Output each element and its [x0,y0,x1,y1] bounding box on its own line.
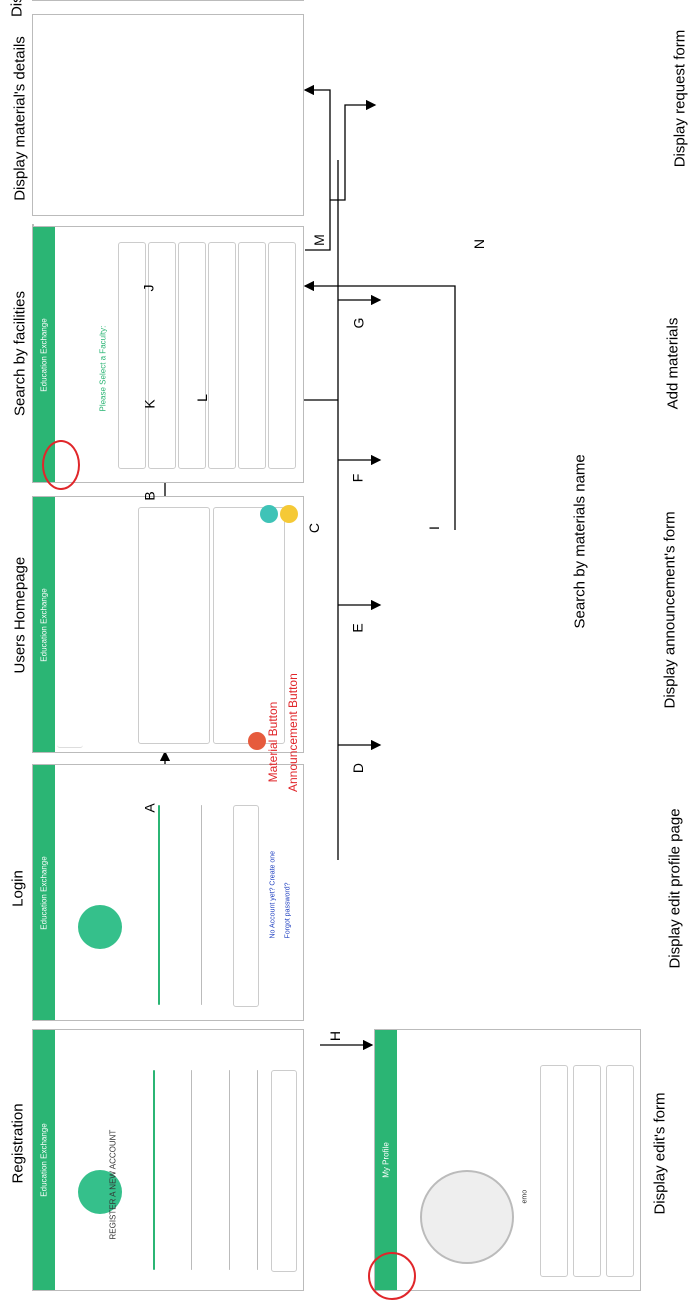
app-title: Education Exchange [39,1123,49,1197]
caption-facilities: Search by facilities [11,290,29,417]
letter-a: A [141,803,158,813]
announcement-card-1 [138,507,210,744]
my-announcement-button[interactable] [573,1065,601,1277]
arrow-n [330,99,377,201]
app-bar: My Profile [375,1030,397,1290]
letter-i: I [425,526,442,530]
login-link-forgot[interactable]: Forgot password? [284,882,292,939]
screen-login: Education Exchange No Account yet? Creat… [33,765,303,1020]
faculty-option-6[interactable] [268,242,296,469]
annotation-announcement-button: Announcement Button [286,673,300,792]
home-fab-teal[interactable] [260,505,278,523]
register-username[interactable] [191,1070,192,1270]
app-title: Education Exchange [39,855,49,930]
caption-request: Display request form [671,29,689,168]
edit-pencil-highlight [368,1252,416,1300]
app-bar: Education Exchange [33,765,55,1020]
letter-l: L [193,394,210,402]
letter-d: D [350,762,367,774]
caption-details: Display material's details [11,36,29,201]
letter-j: J [140,284,157,292]
screen-registration: Education Exchange REGISTER A NEW ACCOUN… [33,1030,303,1290]
letter-b: B [141,491,158,501]
login-link-create[interactable]: No Account yet? Create one [269,850,277,939]
avatar [420,1170,514,1264]
arrow-m [303,84,331,251]
material-fab[interactable] [248,732,266,750]
caption-add-materials: Add materials [664,317,682,410]
general-book-highlight [42,440,80,490]
arrow-i [303,280,456,530]
faculty-option-5[interactable] [238,242,266,469]
letter-g: G [350,317,367,329]
logo [78,905,122,949]
home-fab-yellow[interactable] [280,505,298,523]
profile-name: emo [521,1189,529,1204]
app-bar: Education Exchange [33,1030,55,1290]
facility-prompt: Please Select a Faculty: [98,325,108,412]
register-password[interactable] [229,1070,230,1270]
logo [78,1170,122,1214]
caption-registration: Registration [9,1103,27,1184]
sign-out-button[interactable] [606,1065,634,1277]
register-heading: REGISTER A NEW ACCOUNT [108,1129,118,1240]
screen-edit-form: My Profile emo emteman1353@gmail.com [375,1030,640,1290]
faculty-option-1[interactable] [118,242,146,469]
tab-bar[interactable] [57,501,83,748]
screen-details [33,15,303,215]
my-books-button[interactable] [540,1065,568,1277]
letter-n: N [471,238,488,250]
about-box [88,512,138,742]
caption-homepage: Users Homepage [11,556,29,674]
screen-facilities: Education Exchange Please Select a Facul… [33,227,303,482]
register-button[interactable] [271,1070,297,1272]
announcement-card-2 [213,507,285,744]
caption-report: Display report's form [9,0,26,24]
caption-announcement: Display announcement's form [661,511,679,709]
screen-homepage: Education Exchange [33,497,303,752]
annotation-material-button: Material Button [266,701,280,783]
letter-k: K [141,399,158,409]
login-email[interactable] [158,805,160,1005]
caption-login: Login [9,870,27,907]
letter-e: E [349,623,366,633]
faculty-option-4[interactable] [208,242,236,469]
faculty-option-2[interactable] [148,242,176,469]
letter-m: M [310,234,327,246]
app-bar: Education Exchange [33,497,55,752]
app-title: Education Exchange [39,317,49,392]
caption-edit-profile: Display edit profile page [666,808,684,969]
caption-edit-form: Display edit's form [651,1092,669,1215]
faculty-option-3[interactable] [178,242,206,469]
app-bar: Education Exchange [33,227,55,482]
letter-h: H [327,1030,344,1042]
register-confirm[interactable] [257,1070,258,1270]
app-title: Education Exchange [39,587,49,662]
register-email[interactable] [153,1070,155,1270]
letter-c: C [306,522,323,534]
app-title: My Profile [381,1142,391,1178]
login-button[interactable] [233,805,259,1007]
letter-f: F [349,473,366,483]
login-password[interactable] [201,805,202,1005]
